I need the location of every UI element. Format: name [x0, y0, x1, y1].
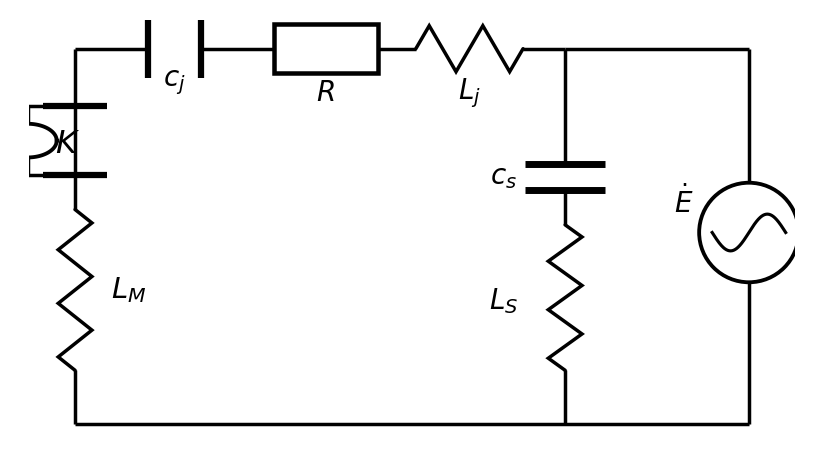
Text: $L_j$: $L_j$ [458, 76, 481, 110]
Text: $c_j$: $c_j$ [163, 69, 186, 98]
Text: $c_s$: $c_s$ [490, 164, 517, 191]
Text: $K$: $K$ [55, 129, 80, 160]
Text: $L_M$: $L_M$ [111, 275, 147, 305]
Text: $\dot{E}$: $\dot{E}$ [674, 185, 694, 219]
Text: $R$: $R$ [316, 80, 335, 106]
Text: $L_S$: $L_S$ [489, 286, 518, 316]
Bar [274, 24, 377, 73]
